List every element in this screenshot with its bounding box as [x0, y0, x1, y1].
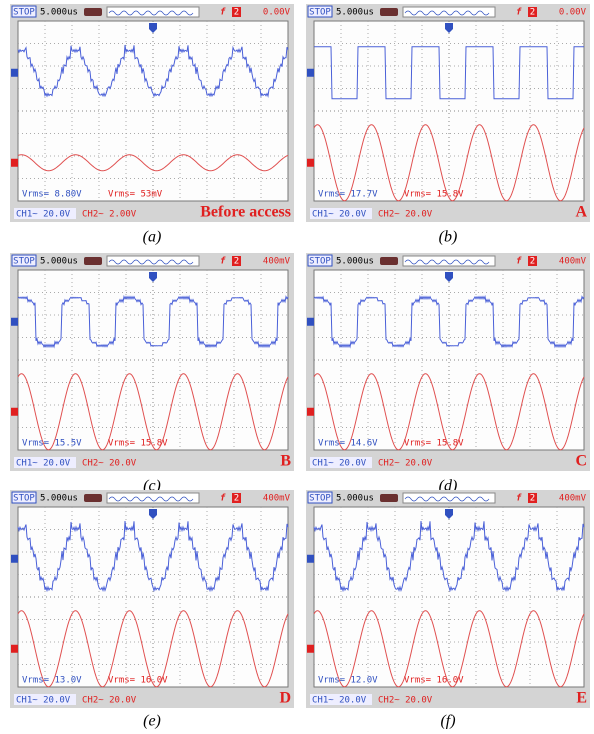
- ch1-vrms: Vrms= 12.0V: [318, 676, 378, 686]
- trigger-channel: 2: [234, 494, 239, 504]
- ch2-scale: CH2~ 2.00V: [82, 210, 137, 220]
- panel-label: E: [576, 690, 587, 707]
- status: STOP: [13, 8, 35, 18]
- position-bar: [403, 493, 495, 503]
- ch1-vrms: Vrms= 15.5V: [22, 439, 82, 449]
- ch2-scale: CH2~ 20.0V: [82, 459, 137, 469]
- ch1-vrms: Vrms= 14.6V: [318, 439, 378, 449]
- ch1-scale: CH1~ 20.0V: [312, 210, 367, 220]
- ch1-scale: CH1~ 20.0V: [16, 696, 71, 706]
- trigger-level: 0.00V: [559, 8, 587, 18]
- figure: STOP5.000usf20.00VVrms= 8.80VVrms= 53mVC…: [0, 0, 594, 734]
- ch2-vrms: Vrms= 53mV: [108, 190, 163, 200]
- memory-icon: [84, 494, 102, 502]
- ch2-vrms: Vrms= 15.8V: [404, 190, 464, 200]
- ch1-scale: CH1~ 20.0V: [16, 459, 71, 469]
- trigger-slope: f: [516, 8, 522, 18]
- ch1-scale: CH1~ 20.0V: [16, 210, 71, 220]
- ch2-scale: CH2~ 20.0V: [378, 459, 433, 469]
- ch2-marker: [11, 159, 18, 167]
- memory-icon: [84, 257, 102, 265]
- ch1-vrms: Vrms= 8.80V: [22, 190, 82, 200]
- trigger-channel: 2: [530, 257, 535, 267]
- trigger-channel: 2: [530, 494, 535, 504]
- status: STOP: [309, 8, 331, 18]
- trigger-slope: f: [516, 494, 522, 504]
- ch1-vrms: Vrms= 13.0V: [22, 676, 82, 686]
- position-bar: [107, 7, 199, 17]
- ch2-marker: [307, 645, 314, 653]
- ch1-scale: CH1~ 20.0V: [312, 696, 367, 706]
- ch2-marker: [307, 408, 314, 416]
- ch2-vrms: Vrms= 16.0V: [404, 676, 464, 686]
- trigger-level: 400mV: [559, 257, 587, 267]
- timebase: 5.000us: [40, 257, 78, 267]
- trigger-channel: 2: [234, 257, 239, 267]
- timebase: 5.000us: [336, 257, 374, 267]
- trigger-channel: 2: [530, 8, 535, 18]
- ch1-marker: [307, 69, 314, 77]
- memory-icon: [84, 8, 102, 16]
- trigger-level: 400mV: [263, 257, 291, 267]
- trigger-slope: f: [220, 257, 226, 267]
- ch1-marker: [11, 318, 18, 326]
- panel-label: C: [575, 453, 587, 470]
- ch2-marker: [307, 159, 314, 167]
- ch1-marker: [307, 318, 314, 326]
- status: STOP: [309, 257, 331, 267]
- timebase: 5.000us: [40, 494, 78, 504]
- ch2-scale: CH2~ 20.0V: [82, 696, 137, 706]
- memory-icon: [380, 8, 398, 16]
- scope-panel: STOP 5.000us f2 0.00V Vrms= 8.80V Vrms= 53mV C…: [10, 4, 294, 222]
- caption: (a): [143, 229, 162, 246]
- ch2-vrms: Vrms= 16.0V: [108, 676, 168, 686]
- ch1-vrms: Vrms= 17.7V: [318, 190, 378, 200]
- status: STOP: [309, 494, 331, 504]
- position-bar: [403, 7, 495, 17]
- trigger-slope: f: [516, 257, 522, 267]
- memory-icon: [380, 257, 398, 265]
- trigger-level: 400mV: [559, 494, 587, 504]
- status: STOP: [13, 257, 35, 267]
- status: STOP: [13, 494, 35, 504]
- caption: (f): [440, 713, 455, 730]
- ch2-scale: CH2~ 20.0V: [378, 210, 433, 220]
- panel-label: A: [575, 204, 587, 221]
- timebase: 5.000us: [336, 8, 374, 18]
- caption: (b): [439, 229, 458, 246]
- ch1-marker: [11, 69, 18, 77]
- ch1-marker: [11, 555, 18, 563]
- timebase: 5.000us: [40, 8, 78, 18]
- trigger-channel: 2: [234, 8, 239, 18]
- ch2-vrms: Vrms= 15.8V: [404, 439, 464, 449]
- ch2-vrms: Vrms= 15.8V: [108, 439, 168, 449]
- trigger-level: 0.00V: [263, 8, 291, 18]
- trigger-slope: f: [220, 8, 226, 18]
- panel-label: Before access: [200, 204, 291, 221]
- trigger-level: 400mV: [263, 494, 291, 504]
- trigger-slope: f: [220, 494, 226, 504]
- ch1-scale: CH1~ 20.0V: [312, 459, 367, 469]
- ch1-marker: [307, 555, 314, 563]
- panel-label: B: [280, 453, 291, 470]
- position-bar: [107, 256, 199, 266]
- position-bar: [403, 256, 495, 266]
- timebase: 5.000us: [336, 494, 374, 504]
- position-bar: [107, 493, 199, 503]
- ch2-marker: [11, 408, 18, 416]
- panel-label: D: [279, 690, 291, 707]
- caption: (e): [143, 713, 161, 730]
- ch2-marker: [11, 645, 18, 653]
- memory-icon: [380, 494, 398, 502]
- ch2-scale: CH2~ 20.0V: [378, 696, 433, 706]
